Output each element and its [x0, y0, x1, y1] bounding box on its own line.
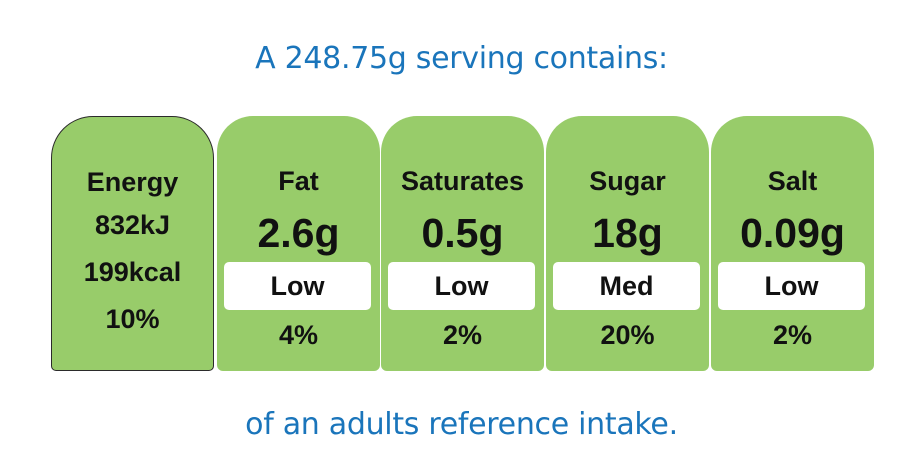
energy-card: Energy 832kJ 199kcal 10% — [51, 116, 214, 371]
sugar-percent: 20% — [600, 320, 655, 350]
sugar-card: Sugar 18g Med 20% — [546, 116, 709, 371]
salt-label: Salt — [767, 166, 818, 196]
energy-label: Energy — [86, 167, 179, 197]
fat-card: Fat 2.6g Low 4% — [217, 116, 380, 371]
fat-amount: 2.6g — [257, 210, 340, 256]
fat-percent: 4% — [278, 320, 319, 350]
energy-percent: 10% — [105, 304, 160, 334]
sugar-label: Sugar — [589, 166, 666, 196]
energy-kcal-value: 199kcal — [83, 257, 182, 287]
sugar-amount: 18g — [592, 210, 663, 256]
salt-percent: 2% — [772, 320, 813, 350]
salt-level-badge: Low — [718, 262, 865, 310]
saturates-percent: 2% — [442, 320, 483, 350]
reference-intake-footer: of an adults reference intake. — [245, 407, 678, 442]
fat-label: Fat — [278, 166, 319, 196]
salt-card: Salt 0.09g Low 2% — [711, 116, 874, 371]
serving-heading: A 248.75g serving contains: — [255, 41, 668, 76]
saturates-card: Saturates 0.5g Low 2% — [381, 116, 544, 371]
saturates-amount: 0.5g — [421, 210, 504, 256]
saturates-label: Saturates — [400, 166, 525, 196]
saturates-level-badge: Low — [388, 262, 535, 310]
energy-kj-value: 832kJ — [94, 210, 171, 240]
sugar-level-badge: Med — [553, 262, 700, 310]
salt-amount: 0.09g — [740, 210, 845, 256]
fat-level-badge: Low — [224, 262, 371, 310]
